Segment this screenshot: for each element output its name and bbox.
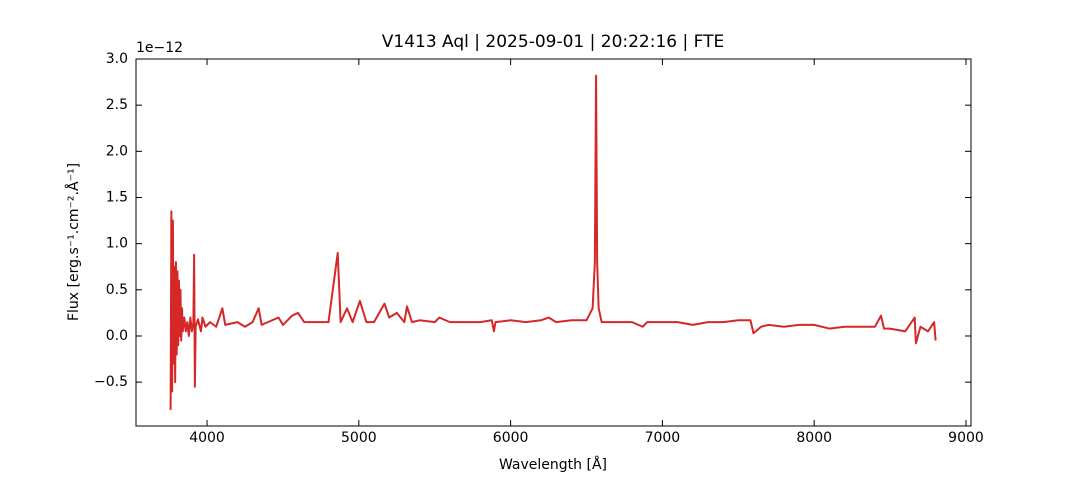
y-tick-label: 0.0: [106, 328, 128, 344]
x-tick-label: 6000: [493, 430, 529, 446]
y-tick-label: −0.5: [94, 374, 128, 390]
y-tick-label: 3.0: [106, 51, 128, 67]
x-tick-label: 5000: [341, 430, 377, 446]
x-axis-label: Wavelength [Å]: [499, 456, 607, 473]
chart-title: V1413 Aql | 2025-09-01 | 20:22:16 | FTE: [382, 32, 725, 52]
y-tick-label: 0.5: [106, 282, 128, 298]
spectrum-line: [169, 74, 937, 410]
y-axis-label: Flux [erg.s⁻¹.cm⁻².Å⁻¹]: [65, 163, 82, 321]
x-tick-label: 8000: [796, 430, 832, 446]
y-tick-label: 2.5: [106, 97, 128, 113]
x-tick-label: 4000: [189, 430, 225, 446]
y-offset-text: 1e−12: [136, 40, 183, 56]
y-tick-label: 1.5: [106, 189, 128, 205]
x-tick-label: 7000: [645, 430, 681, 446]
plot-frame: [135, 58, 972, 427]
y-tick-label: 2.0: [106, 143, 128, 159]
x-tick-label: 9000: [948, 430, 984, 446]
y-tick-label: 1.0: [106, 236, 128, 252]
